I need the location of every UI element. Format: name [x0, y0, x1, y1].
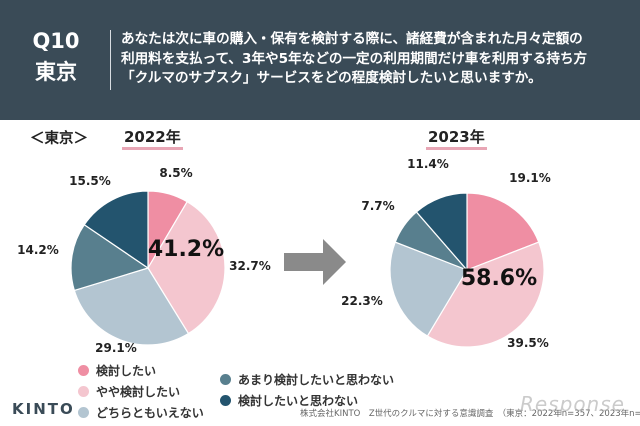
pie-slice	[73, 267, 190, 346]
legend-swatch	[78, 386, 89, 397]
legend-item: やや検討したい	[78, 383, 180, 400]
pie-slice	[83, 190, 149, 270]
legend-swatch	[220, 374, 231, 385]
slice-value-label: 22.3%	[341, 294, 383, 308]
region-name: 東京	[35, 60, 77, 84]
legend-swatch	[78, 407, 89, 418]
legend-label: やや検討したい	[96, 385, 181, 399]
slice-value-label: 7.7%	[361, 199, 394, 213]
legend-swatch	[78, 365, 89, 376]
slice-value-label: 29.1%	[95, 341, 137, 355]
question-line: あなたは次に車の購入・保有を検討する際に、諸経費が含まれた月々定額の	[121, 31, 583, 47]
pie-chart-2023: 19.1% 39.5% 22.3% 7.7% 11.4% 58.6%	[341, 157, 551, 350]
legend-label: 検討したいと思わない	[238, 394, 359, 408]
pie-slice	[415, 192, 468, 272]
response-watermark: Response	[520, 392, 625, 416]
slice-value-label: 19.1%	[509, 171, 551, 185]
slice-value-label: 8.5%	[159, 166, 192, 180]
legend-item: どちらともいえない	[78, 404, 204, 421]
kinto-logo: KINTO	[12, 400, 75, 418]
legend-item: 検討したい	[78, 362, 156, 379]
header-divider	[110, 30, 111, 90]
pie-slice	[147, 200, 226, 335]
pie-chart-2022: 8.5% 32.7% 29.1% 14.2% 15.5% 41.2%	[17, 166, 271, 355]
legend-label: どちらともいえない	[96, 406, 204, 420]
legend-swatch	[220, 395, 231, 406]
arrow-icon	[284, 239, 346, 285]
question-line: 利用料を支払って、3年や5年などの一定の利用期間だけ車を利用する持ち方	[121, 50, 588, 67]
pie-slice	[389, 241, 468, 337]
slice-value-label: 32.7%	[229, 259, 271, 273]
year-2022-label: 2022年	[122, 128, 183, 150]
pie-slice	[466, 192, 540, 271]
slice-value-label: 11.4%	[407, 157, 449, 171]
legend-label: あまり検討したいと思わない	[238, 373, 395, 387]
year-2023-label: 2023年	[426, 128, 487, 150]
question-text: あなたは次に車の購入・保有を検討する際に、諸経費が含まれた月々定額の 利用料を支…	[121, 30, 631, 89]
highlight-total-label: 41.2%	[148, 237, 224, 262]
question-number-box: Q10 東京	[18, 26, 94, 88]
source-note: 株式会社KINTO Z世代のクルマに対する意識調査 （東京：2022年n=357…	[300, 409, 640, 419]
slice-value-label: 15.5%	[69, 174, 111, 188]
pie-slice	[426, 241, 545, 348]
question-line: 「クルマのサブスク」サービスをどの程度検討したいと思いますか。	[121, 70, 542, 86]
question-number: Q10	[32, 29, 80, 53]
legend-item: 検討したいと思わない	[220, 392, 358, 409]
region-label: ＜東京＞	[30, 131, 88, 147]
legend-item: あまり検討したいと思わない	[220, 371, 394, 388]
legend-label: 検討したい	[96, 364, 157, 378]
slice-value-label: 39.5%	[507, 336, 549, 350]
slice-value-label: 14.2%	[17, 243, 59, 257]
highlight-total-label: 58.6%	[461, 266, 537, 291]
pie-slice	[70, 223, 150, 292]
question-header: Q10 東京 あなたは次に車の購入・保有を検討する際に、諸経費が含まれた月々定額…	[0, 0, 640, 120]
